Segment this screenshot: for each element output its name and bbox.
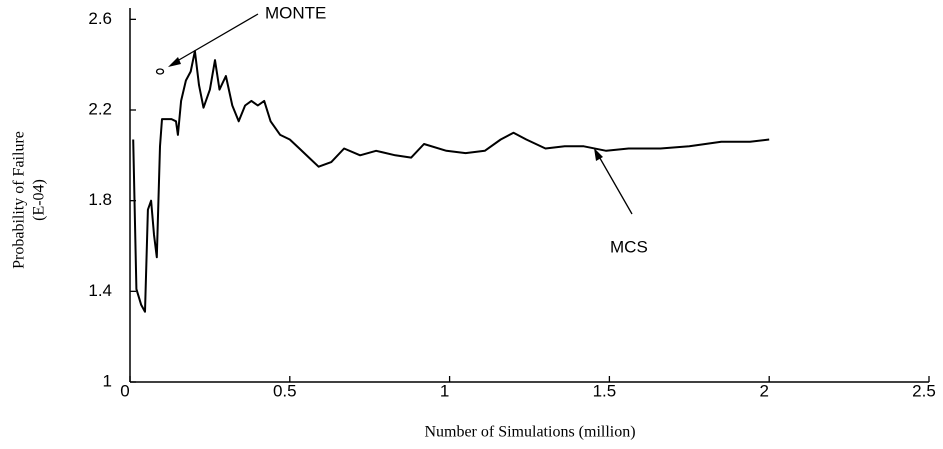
- data-point: [155, 68, 165, 75]
- arrow-head: [594, 148, 603, 161]
- annotation-arrow: [596, 152, 633, 215]
- x-tick-label: 1.5: [593, 381, 617, 400]
- x-axis-title: Number of Simulations (million): [424, 424, 635, 441]
- x-tick-label: 1: [440, 381, 449, 400]
- y-tick-label: 2.2: [88, 99, 112, 118]
- x-tick-label: 0.5: [273, 381, 297, 400]
- y-tick-label: 2.6: [88, 9, 112, 28]
- y-tick-label: 1: [103, 371, 112, 390]
- x-tick-label: 2.5: [912, 381, 936, 400]
- y-axis-title: Probability of Failure: [11, 131, 28, 269]
- y-axis-unit: (E-04): [31, 179, 48, 221]
- y-tick-label: 1.4: [88, 281, 112, 300]
- arrow-head: [168, 57, 181, 67]
- x-tick-label: 0: [120, 381, 129, 400]
- annotation: MCS: [610, 237, 648, 256]
- annotation: MONTE: [265, 3, 326, 22]
- y-tick-label: 1.8: [88, 190, 112, 209]
- annotation-arrow: [171, 13, 259, 65]
- data-line: [132, 50, 770, 313]
- x-tick-label: 2: [759, 381, 768, 400]
